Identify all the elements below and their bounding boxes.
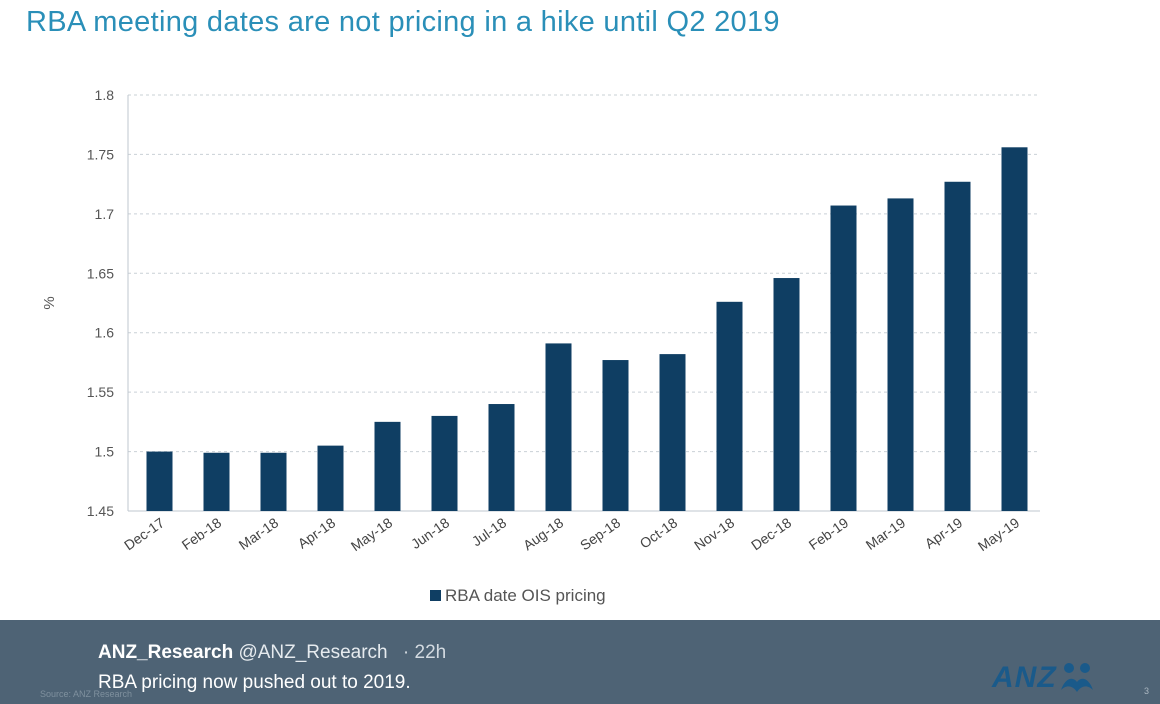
- x-tick-label: Jul-18: [469, 514, 510, 549]
- bar: [545, 343, 572, 511]
- x-tick-label: Apr-18: [295, 514, 339, 551]
- chart-title: RBA meeting dates are not pricing in a h…: [26, 6, 780, 38]
- x-tick-label: Oct-18: [637, 514, 681, 551]
- x-tick-labels: Dec-17 Feb-18 Mar-18 Apr-18 May-18 Jun-18 Jul-…: [121, 514, 1022, 554]
- source-note: Source: ANZ Research: [40, 689, 133, 699]
- x-tick-label: Aug-18: [520, 514, 566, 553]
- bar: [317, 445, 344, 511]
- bar: [887, 198, 914, 512]
- anz-logo-text: ANZ: [992, 661, 1057, 694]
- legend: RBA date OIS pricing: [430, 586, 606, 605]
- y-tick-label: 1.5: [95, 444, 115, 460]
- bar: [773, 278, 800, 511]
- legend-label: RBA date OIS pricing: [445, 586, 606, 605]
- x-tick-label: May-18: [348, 514, 396, 554]
- bar: [260, 452, 287, 511]
- tweet-author-name[interactable]: ANZ_Research: [98, 642, 234, 663]
- x-tick-label: Feb-19: [806, 514, 852, 553]
- x-tick-label: Feb-18: [179, 514, 225, 553]
- bar: [659, 354, 686, 511]
- bar-chart: 1.45 1.5 1.55 1.6 1.65 1.7 1.75 1.8 Dec-17 Feb-1…: [41, 87, 1040, 605]
- x-tick-label: Sep-18: [577, 514, 623, 553]
- tweet-timestamp[interactable]: · 22h: [402, 642, 447, 663]
- x-tick-label: Jun-18: [408, 514, 452, 552]
- tweet-header: ANZ_Research @ANZ_Research · 22h: [98, 642, 446, 664]
- x-tick-label: Dec-18: [748, 514, 794, 553]
- bar: [146, 451, 173, 511]
- bar: [374, 421, 401, 511]
- y-tick-label: 1.7: [95, 206, 115, 222]
- bars: [146, 147, 1028, 512]
- page-number: 3: [1144, 686, 1150, 696]
- x-tick-label: Dec-17: [121, 514, 167, 553]
- bar: [944, 181, 971, 511]
- bar: [1001, 147, 1028, 511]
- x-tick-label: Mar-18: [236, 514, 282, 553]
- y-tick-label: 1.75: [87, 146, 114, 162]
- bar: [488, 404, 515, 511]
- y-axis-label: %: [41, 296, 58, 309]
- gridlines: [128, 94, 1040, 453]
- x-tick-label: Apr-19: [922, 514, 966, 551]
- tweet-footer: ANZ_Research @ANZ_Research · 22h RBA pri…: [0, 620, 1160, 704]
- y-tick-label: 1.6: [95, 325, 115, 341]
- bar: [431, 415, 458, 511]
- x-tick-label: Nov-18: [691, 514, 737, 553]
- legend-swatch: [430, 590, 441, 601]
- tweet-author-handle[interactable]: @ANZ_Research: [238, 642, 388, 663]
- bar: [830, 205, 857, 511]
- anz-people-logo-icon: [1060, 663, 1093, 692]
- bar: [203, 452, 230, 511]
- y-tick-labels: 1.45 1.5 1.55 1.6 1.65 1.7 1.75 1.8: [87, 87, 114, 519]
- anz-logo: ANZ: [992, 660, 1097, 696]
- y-tick-label: 1.55: [87, 384, 114, 400]
- tweet-text: RBA pricing now pushed out to 2019.: [98, 672, 411, 693]
- y-tick-label: 1.45: [87, 503, 114, 519]
- x-tick-label: Mar-19: [863, 514, 909, 553]
- y-tick-label: 1.8: [95, 87, 115, 103]
- y-tick-label: 1.65: [87, 265, 114, 281]
- bar: [716, 301, 743, 511]
- x-tick-label: May-19: [975, 514, 1023, 554]
- bar: [602, 360, 629, 511]
